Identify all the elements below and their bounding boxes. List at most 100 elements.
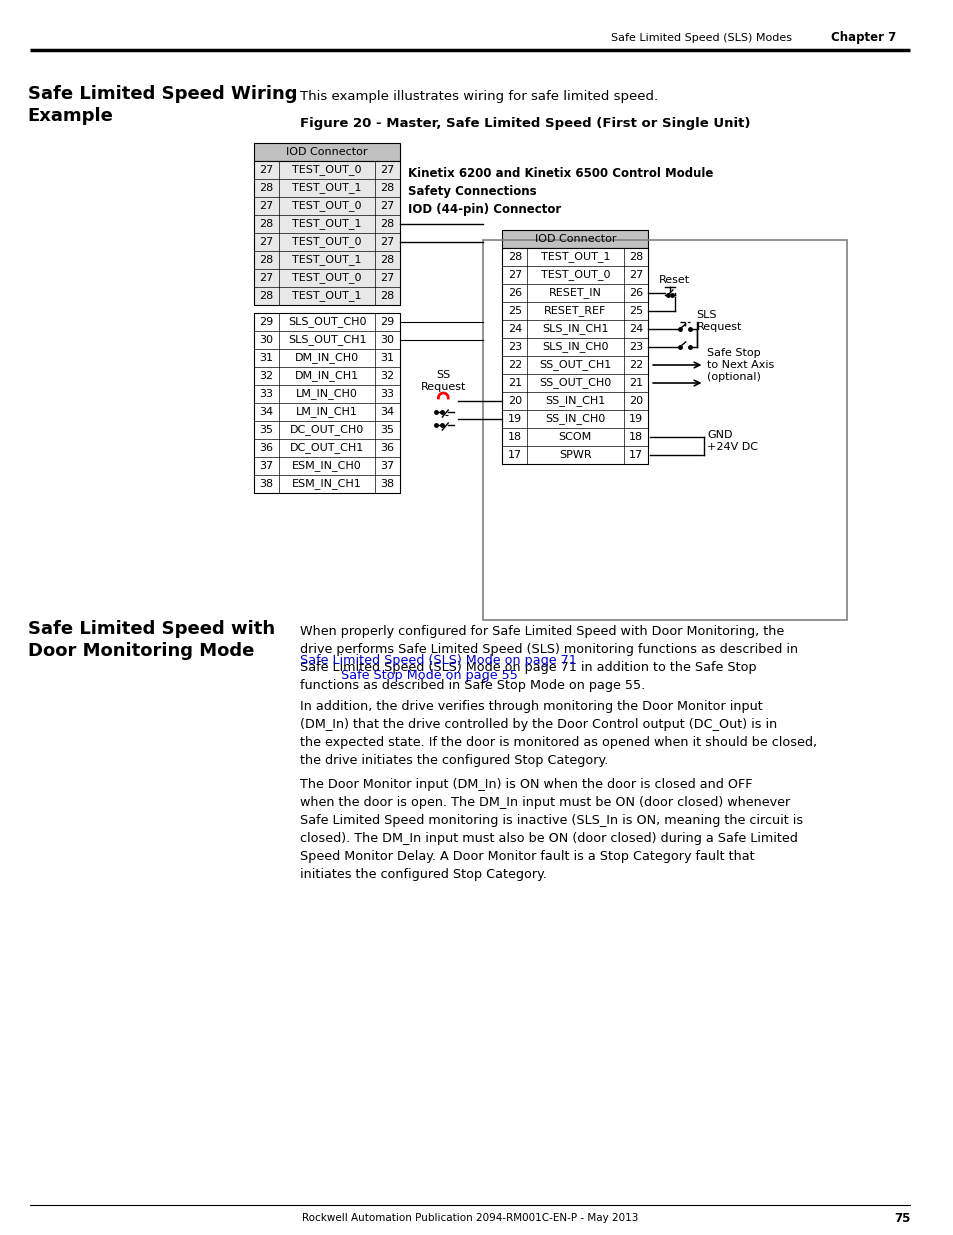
Text: Safe Limited Speed (SLS) Mode on page 71: Safe Limited Speed (SLS) Mode on page 71 <box>300 655 577 667</box>
Text: LM_IN_CH0: LM_IN_CH0 <box>295 389 357 399</box>
Text: 19: 19 <box>628 414 642 424</box>
Text: 35: 35 <box>380 425 395 435</box>
Text: 28: 28 <box>259 183 274 193</box>
Text: 17: 17 <box>507 450 521 459</box>
Text: GND
+24V DC: GND +24V DC <box>706 430 758 452</box>
Text: 27: 27 <box>259 273 274 283</box>
Bar <box>253 312 399 493</box>
Text: 27: 27 <box>628 270 642 280</box>
Text: 28: 28 <box>259 254 274 266</box>
Text: Rockwell Automation Publication 2094-RM001C-EN-P - May 2013: Rockwell Automation Publication 2094-RM0… <box>301 1213 638 1223</box>
Text: TEST_OUT_1: TEST_OUT_1 <box>292 254 361 266</box>
Text: This example illustrates wiring for safe limited speed.: This example illustrates wiring for safe… <box>300 90 658 103</box>
Text: SS_OUT_CH1: SS_OUT_CH1 <box>538 359 611 370</box>
Text: DM_IN_CH1: DM_IN_CH1 <box>294 370 358 382</box>
Text: 28: 28 <box>380 183 395 193</box>
Text: 22: 22 <box>507 359 521 370</box>
Text: RESET_IN: RESET_IN <box>548 288 601 299</box>
Text: 17: 17 <box>628 450 642 459</box>
Text: 28: 28 <box>628 252 642 262</box>
Text: 28: 28 <box>380 291 395 301</box>
Text: Safe Limited Speed (SLS) Modes: Safe Limited Speed (SLS) Modes <box>610 33 791 43</box>
Text: 18: 18 <box>628 432 642 442</box>
Text: TEST_OUT_1: TEST_OUT_1 <box>292 219 361 230</box>
Text: 27: 27 <box>380 273 395 283</box>
Text: 27: 27 <box>259 165 274 175</box>
Text: 27: 27 <box>380 201 395 211</box>
Text: SLS_OUT_CH1: SLS_OUT_CH1 <box>288 335 366 346</box>
Text: Figure 20 - Master, Safe Limited Speed (First or Single Unit): Figure 20 - Master, Safe Limited Speed (… <box>300 117 750 130</box>
Text: 28: 28 <box>259 291 274 301</box>
Text: When properly configured for Safe Limited Speed with Door Monitoring, the
drive : When properly configured for Safe Limite… <box>300 625 798 692</box>
Text: DC_OUT_CH1: DC_OUT_CH1 <box>290 442 364 453</box>
Text: TEST_OUT_0: TEST_OUT_0 <box>540 269 610 280</box>
Text: 33: 33 <box>259 389 274 399</box>
Text: 27: 27 <box>380 237 395 247</box>
Text: SCOM: SCOM <box>558 432 592 442</box>
Text: SPWR: SPWR <box>558 450 591 459</box>
Text: Kinetix 6200 and Kinetix 6500 Control Module
Safety Connections
IOD (44-pin) Con: Kinetix 6200 and Kinetix 6500 Control Mo… <box>408 167 713 216</box>
Bar <box>502 230 647 248</box>
Text: Safe Limited Speed with
Door Monitoring Mode: Safe Limited Speed with Door Monitoring … <box>28 620 274 661</box>
Text: 26: 26 <box>628 288 642 298</box>
Text: TEST_OUT_1: TEST_OUT_1 <box>540 252 610 263</box>
Text: 35: 35 <box>259 425 274 435</box>
Text: 38: 38 <box>259 479 274 489</box>
Text: 29: 29 <box>259 317 274 327</box>
Text: 28: 28 <box>507 252 521 262</box>
Text: SLS_OUT_CH0: SLS_OUT_CH0 <box>288 316 366 327</box>
Text: The Door Monitor input (DM_In) is ON when the door is closed and OFF
when the do: The Door Monitor input (DM_In) is ON whe… <box>300 778 802 881</box>
Bar <box>253 143 399 161</box>
Text: 31: 31 <box>259 353 274 363</box>
Text: 21: 21 <box>628 378 642 388</box>
Text: SS_IN_CH1: SS_IN_CH1 <box>545 395 605 406</box>
Text: 26: 26 <box>507 288 521 298</box>
Text: 30: 30 <box>380 335 395 345</box>
Text: 28: 28 <box>380 254 395 266</box>
Text: 20: 20 <box>507 396 521 406</box>
Text: Safe Stop Mode on page 55: Safe Stop Mode on page 55 <box>341 668 517 682</box>
Text: RESET_REF: RESET_REF <box>543 305 606 316</box>
Text: 19: 19 <box>507 414 521 424</box>
Text: 37: 37 <box>259 461 274 471</box>
Text: In addition, the drive verifies through monitoring the Door Monitor input
(DM_In: In addition, the drive verifies through … <box>300 700 817 767</box>
Text: 33: 33 <box>380 389 395 399</box>
Text: 31: 31 <box>380 353 395 363</box>
Text: 27: 27 <box>259 201 274 211</box>
Text: SS_OUT_CH0: SS_OUT_CH0 <box>538 378 611 389</box>
Text: 20: 20 <box>628 396 642 406</box>
Text: IOD Connector: IOD Connector <box>286 147 368 157</box>
Text: 32: 32 <box>380 370 395 382</box>
Text: TEST_OUT_0: TEST_OUT_0 <box>292 200 361 211</box>
Text: 28: 28 <box>380 219 395 228</box>
Text: 23: 23 <box>628 342 642 352</box>
Text: 29: 29 <box>380 317 395 327</box>
Text: TEST_OUT_1: TEST_OUT_1 <box>292 183 361 194</box>
Bar <box>502 248 647 464</box>
Text: DC_OUT_CH0: DC_OUT_CH0 <box>290 425 364 436</box>
Text: 22: 22 <box>628 359 642 370</box>
Text: 27: 27 <box>259 237 274 247</box>
Text: ESM_IN_CH0: ESM_IN_CH0 <box>292 461 361 472</box>
Text: 18: 18 <box>507 432 521 442</box>
Text: 27: 27 <box>507 270 521 280</box>
Text: SS_IN_CH0: SS_IN_CH0 <box>545 414 605 425</box>
Text: DM_IN_CH0: DM_IN_CH0 <box>294 352 358 363</box>
Text: SLS_IN_CH0: SLS_IN_CH0 <box>541 342 608 352</box>
Text: LM_IN_CH1: LM_IN_CH1 <box>295 406 357 417</box>
Text: 25: 25 <box>507 306 521 316</box>
Text: SLS_IN_CH1: SLS_IN_CH1 <box>541 324 608 335</box>
Text: Safe Limited Speed Wiring
Example: Safe Limited Speed Wiring Example <box>28 85 296 125</box>
Text: ESM_IN_CH1: ESM_IN_CH1 <box>292 478 361 489</box>
Text: TEST_OUT_0: TEST_OUT_0 <box>292 164 361 175</box>
Text: 27: 27 <box>380 165 395 175</box>
Text: 32: 32 <box>259 370 274 382</box>
Text: TEST_OUT_0: TEST_OUT_0 <box>292 273 361 284</box>
Text: Reset: Reset <box>659 275 690 285</box>
Text: 75: 75 <box>893 1212 909 1224</box>
Text: 34: 34 <box>380 408 395 417</box>
Text: 34: 34 <box>259 408 274 417</box>
Text: 37: 37 <box>380 461 395 471</box>
Bar <box>482 240 846 620</box>
Text: 30: 30 <box>259 335 274 345</box>
